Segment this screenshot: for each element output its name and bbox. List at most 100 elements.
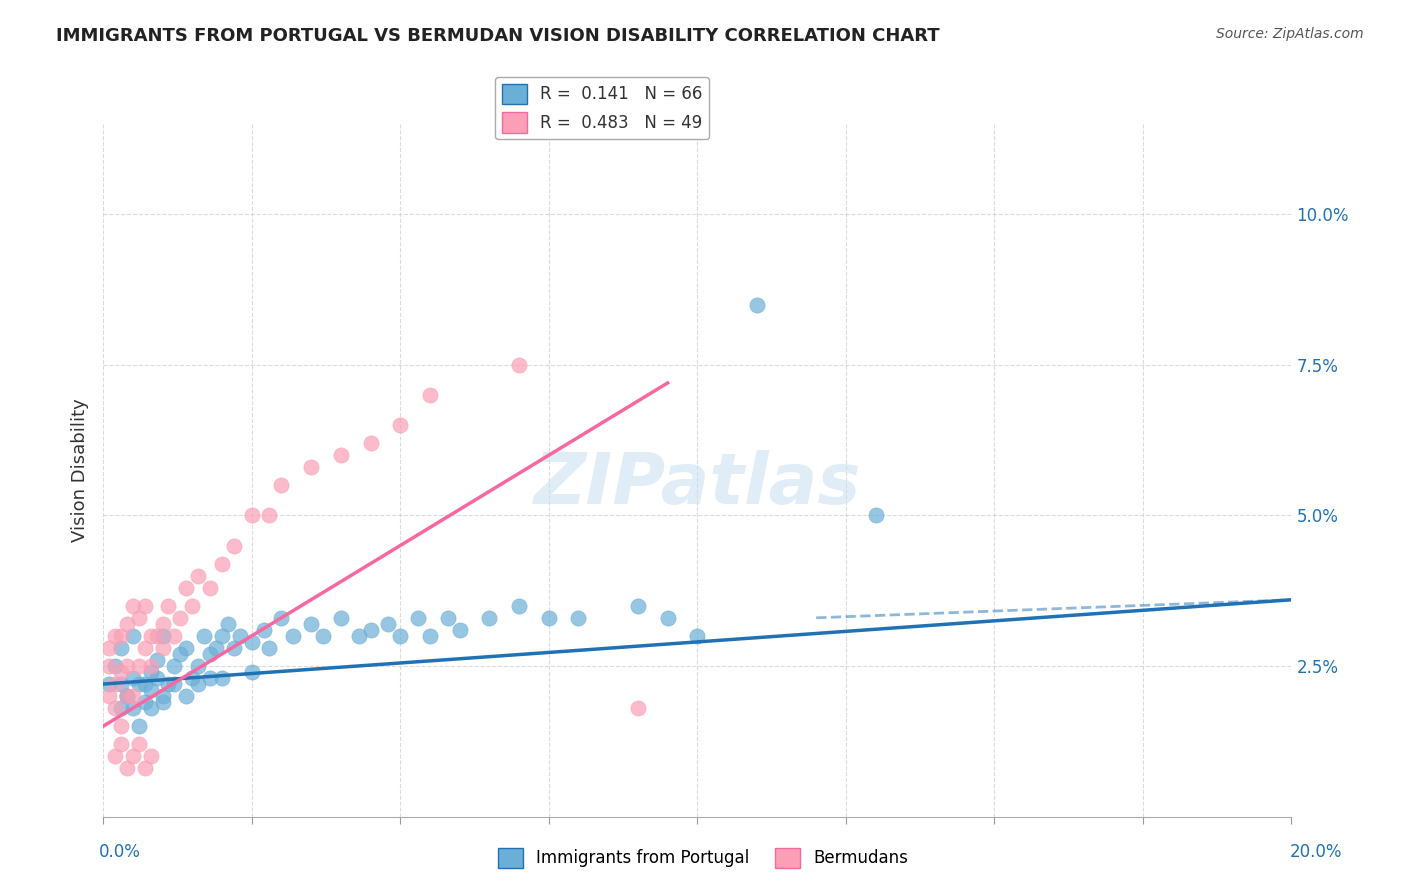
Point xyxy=(145,629,167,643)
Point xyxy=(152,629,174,643)
Point xyxy=(299,460,322,475)
Point xyxy=(181,671,204,685)
Point xyxy=(128,659,150,673)
Point xyxy=(134,677,156,691)
Point xyxy=(163,629,186,643)
Point xyxy=(163,677,186,691)
Point xyxy=(134,640,156,655)
Point xyxy=(229,629,252,643)
Point xyxy=(110,665,132,679)
Point xyxy=(198,581,221,595)
Point xyxy=(121,749,143,764)
Point xyxy=(152,616,174,631)
Text: 0.0%: 0.0% xyxy=(98,843,141,861)
Point xyxy=(163,659,186,673)
Point xyxy=(240,635,263,649)
Point xyxy=(745,298,768,312)
Point xyxy=(157,599,180,613)
Point xyxy=(139,701,162,715)
Point xyxy=(115,659,138,673)
Point xyxy=(270,611,292,625)
Point xyxy=(152,640,174,655)
Point xyxy=(187,659,209,673)
Point xyxy=(110,629,132,643)
Point xyxy=(139,659,162,673)
Point xyxy=(115,689,138,703)
Point xyxy=(627,701,650,715)
Point xyxy=(312,629,335,643)
Point xyxy=(259,640,281,655)
Point xyxy=(115,689,138,703)
Point xyxy=(181,599,204,613)
Point xyxy=(389,418,412,433)
Point xyxy=(657,611,679,625)
Point xyxy=(389,629,412,643)
Point xyxy=(198,671,221,685)
Point xyxy=(121,599,143,613)
Point xyxy=(110,640,132,655)
Point xyxy=(329,611,352,625)
Point xyxy=(259,508,281,523)
Point xyxy=(211,557,233,571)
Legend: R =  0.141   N = 66, R =  0.483   N = 49: R = 0.141 N = 66, R = 0.483 N = 49 xyxy=(495,77,709,139)
Point xyxy=(222,640,245,655)
Point xyxy=(508,358,530,372)
Point xyxy=(252,623,274,637)
Point xyxy=(115,616,138,631)
Point xyxy=(478,611,501,625)
Point xyxy=(128,737,150,751)
Point xyxy=(329,448,352,462)
Point xyxy=(110,677,132,691)
Point xyxy=(176,640,198,655)
Point xyxy=(104,749,127,764)
Text: IMMIGRANTS FROM PORTUGAL VS BERMUDAN VISION DISABILITY CORRELATION CHART: IMMIGRANTS FROM PORTUGAL VS BERMUDAN VIS… xyxy=(56,27,939,45)
Point xyxy=(240,665,263,679)
Point xyxy=(115,761,138,775)
Point xyxy=(139,665,162,679)
Point xyxy=(152,689,174,703)
Point xyxy=(121,701,143,715)
Point xyxy=(169,647,191,661)
Point xyxy=(128,677,150,691)
Point xyxy=(211,629,233,643)
Point xyxy=(139,683,162,698)
Point xyxy=(128,611,150,625)
Point xyxy=(283,629,305,643)
Text: Source: ZipAtlas.com: Source: ZipAtlas.com xyxy=(1216,27,1364,41)
Point xyxy=(157,677,180,691)
Point xyxy=(104,629,127,643)
Point xyxy=(115,689,138,703)
Point xyxy=(193,629,215,643)
Text: ZIPatlas: ZIPatlas xyxy=(534,450,860,518)
Point xyxy=(110,701,132,715)
Point xyxy=(110,737,132,751)
Point xyxy=(686,629,709,643)
Point xyxy=(347,629,370,643)
Point xyxy=(198,647,221,661)
Text: 20.0%: 20.0% xyxy=(1291,843,1343,861)
Point xyxy=(152,695,174,709)
Point xyxy=(176,581,198,595)
Point xyxy=(537,611,560,625)
Point xyxy=(121,689,143,703)
Point xyxy=(121,629,143,643)
Point xyxy=(134,599,156,613)
Point xyxy=(169,611,191,625)
Point xyxy=(145,653,167,667)
Point xyxy=(217,616,239,631)
Point xyxy=(98,659,121,673)
Point xyxy=(211,671,233,685)
Y-axis label: Vision Disability: Vision Disability xyxy=(72,399,89,542)
Point xyxy=(270,478,292,492)
Point xyxy=(222,539,245,553)
Point xyxy=(205,640,228,655)
Point xyxy=(187,677,209,691)
Point xyxy=(104,677,127,691)
Point xyxy=(134,761,156,775)
Point xyxy=(508,599,530,613)
Point xyxy=(134,695,156,709)
Point xyxy=(567,611,589,625)
Point xyxy=(121,671,143,685)
Point xyxy=(240,508,263,523)
Legend: Immigrants from Portugal, Bermudans: Immigrants from Portugal, Bermudans xyxy=(492,841,914,875)
